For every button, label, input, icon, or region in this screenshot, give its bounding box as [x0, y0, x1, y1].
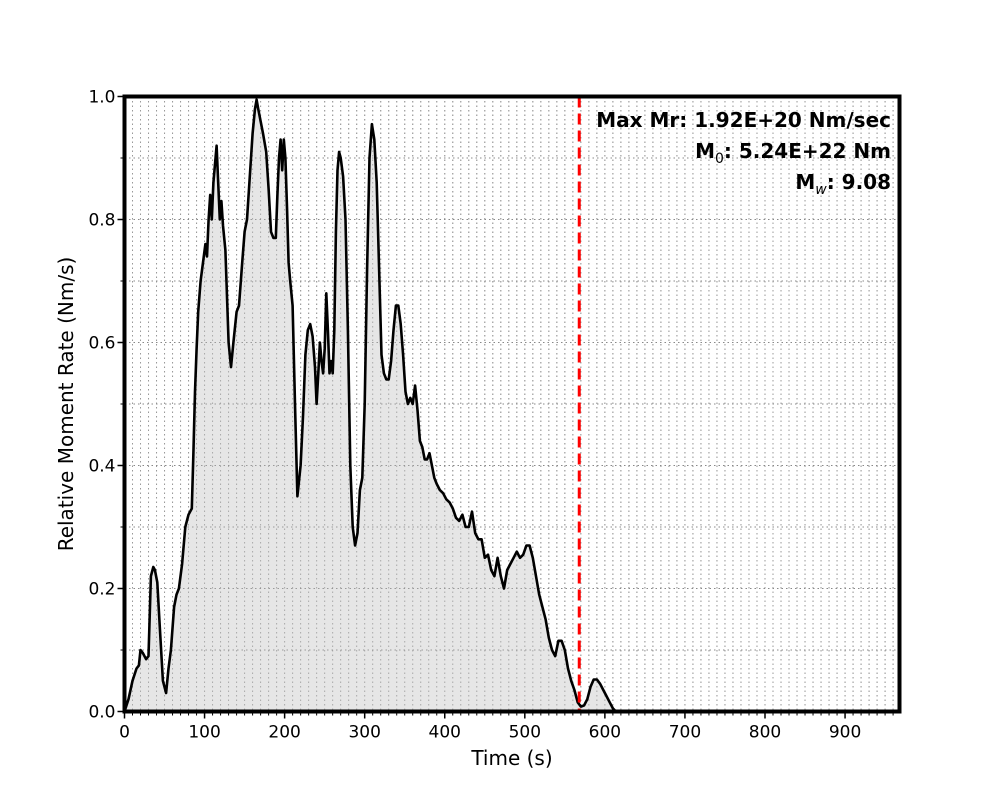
- x-tick-label: 0: [119, 723, 130, 743]
- x-tick-label: 200: [268, 723, 300, 743]
- x-tick-label: 500: [509, 723, 541, 743]
- x-axis-label: Time (s): [470, 746, 552, 770]
- moment-magnitude-annotation: Mw: 9.08: [795, 170, 891, 198]
- x-axis-ticks: 0 100 200 300 400 500 600 700 800 900: [119, 711, 894, 743]
- x-tick-label: 800: [749, 723, 781, 743]
- y-tick-label: 0.2: [88, 580, 115, 600]
- x-tick-label: 900: [829, 723, 861, 743]
- grid-overlay: [124, 96, 900, 712]
- y-tick-label: 1.0: [88, 88, 115, 108]
- x-tick-label: 700: [669, 723, 701, 743]
- y-tick-label: 0.4: [88, 457, 115, 477]
- seismic-moment-annotation: M0: 5.24E+22 Nm: [695, 139, 891, 167]
- y-axis-ticks: 0.0 0.2 0.4 0.6 0.8 1.0: [88, 88, 125, 723]
- y-axis-label: Relative Moment Rate (Nm/s): [54, 257, 78, 552]
- y-tick-label: 0.8: [88, 211, 115, 231]
- y-tick-label: 0.0: [88, 703, 115, 723]
- x-tick-label: 600: [589, 723, 621, 743]
- x-tick-label: 400: [429, 723, 461, 743]
- x-tick-label: 100: [188, 723, 220, 743]
- x-tick-label: 300: [348, 723, 380, 743]
- moment-rate-line: [123, 98, 623, 713]
- y-tick-label: 0.6: [88, 334, 115, 354]
- moment-rate-area: [124, 99, 623, 712]
- max-moment-rate-annotation: Max Mr: 1.92E+20 Nm/sec: [596, 108, 891, 132]
